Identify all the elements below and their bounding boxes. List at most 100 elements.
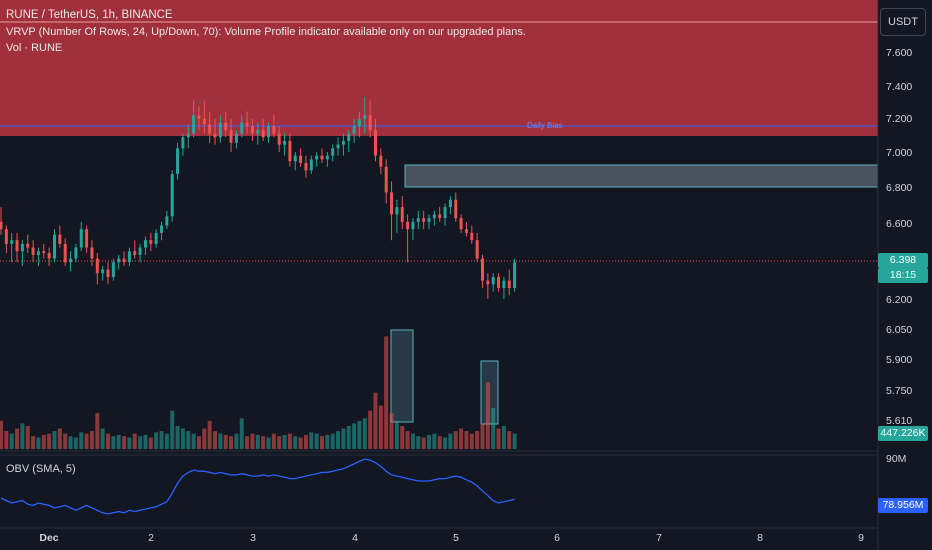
volume-bar [41, 434, 46, 449]
volume-bar [400, 425, 405, 449]
volume-bar [9, 433, 14, 449]
candle-body [400, 207, 404, 222]
candle-body [448, 199, 452, 208]
candle-body [331, 148, 335, 156]
candle-body [74, 247, 78, 259]
time-tick-label: 4 [352, 532, 358, 544]
volume-bar [357, 420, 362, 449]
candle-body [31, 247, 35, 255]
candle-body [186, 133, 190, 138]
candle-body [336, 144, 340, 149]
volume-bar [421, 437, 426, 449]
volume-bar [106, 433, 110, 449]
currency-selector[interactable]: USDT [880, 8, 926, 36]
demand-box [404, 164, 879, 188]
volume-bar [207, 420, 212, 449]
volume-bar [298, 437, 303, 449]
volume-bar [36, 437, 41, 449]
volume-bar [448, 433, 453, 449]
candle-body [133, 251, 137, 255]
volume-bar [282, 434, 287, 449]
volume-bar [154, 432, 159, 449]
candle-body [395, 207, 399, 215]
volume-bar [52, 431, 57, 449]
candle-body [277, 133, 281, 145]
candle-body [315, 155, 319, 160]
volume-bar [346, 425, 351, 449]
time-tick-label: 2 [148, 532, 154, 544]
volume-bar [84, 433, 89, 449]
candle-body [0, 221, 3, 230]
candle-body [475, 240, 479, 259]
candle-body [170, 174, 174, 217]
candle-body [459, 218, 463, 230]
time-tick-label: 5 [453, 532, 459, 544]
candle-body [165, 216, 169, 226]
volume-bar [95, 413, 100, 449]
candle-body [283, 140, 287, 145]
volume-bar [73, 437, 78, 449]
candle-body [63, 243, 67, 263]
candle-body [416, 218, 420, 222]
vrvp-notice: VRVP (Number Of Rows, 24, Up/Down, 70): … [6, 26, 526, 38]
volume-bar [512, 433, 517, 449]
volume-bar [245, 436, 250, 449]
candle-body [213, 133, 217, 138]
candle-body [309, 159, 313, 171]
time-tick-label: 3 [250, 532, 256, 544]
candle-body [111, 262, 115, 277]
candle-body [491, 276, 495, 285]
candle-body [438, 214, 442, 219]
volume-bar [416, 436, 421, 449]
volume-bar [63, 433, 68, 449]
candle-body [497, 276, 501, 288]
candle-body [181, 137, 185, 149]
volume-bar [148, 437, 153, 449]
volume-bar [389, 413, 394, 449]
volume-bar [405, 431, 410, 449]
candle-body [363, 115, 367, 119]
price-axis-ticks: 7.600 7.400 7.200 7.000 6.800 6.600 6.200 6.050… [886, 47, 912, 427]
volume-bar [143, 434, 148, 449]
price-tick-label: 5.900 [886, 354, 912, 366]
candle-body [256, 129, 260, 134]
candle-body [357, 118, 361, 127]
volume-bar [501, 425, 506, 449]
candle-body [288, 140, 292, 162]
volume-bar [127, 437, 132, 449]
volume-bar [437, 436, 442, 449]
candle-body [304, 163, 308, 171]
candle-body [85, 229, 89, 248]
candle-body [272, 126, 276, 134]
candle-body [106, 269, 110, 277]
volume-bar [213, 431, 217, 449]
candle-body [341, 140, 345, 145]
volume-bar [271, 433, 276, 449]
candle-body [69, 258, 73, 263]
volume-bar [378, 405, 383, 449]
countdown-badge: 18:15 [878, 268, 928, 283]
candle-body [507, 280, 511, 288]
volume-bar [20, 423, 25, 449]
candle-body [427, 218, 431, 222]
volume-bar [89, 431, 94, 449]
volume-bar [79, 432, 84, 449]
candle-body [384, 166, 388, 193]
volume-bar [175, 425, 180, 449]
volume-bar [68, 436, 73, 449]
candle-body [138, 247, 142, 255]
volume-bar [368, 410, 373, 449]
price-tick-label: 5.610 [886, 415, 912, 427]
candle-body [160, 225, 163, 233]
volume-value-badge: 447.226K [878, 426, 928, 441]
volume-bar [159, 431, 164, 449]
volume-bar [362, 418, 367, 449]
candle-body [176, 148, 180, 175]
candle-body [149, 240, 153, 244]
volume-bar [122, 436, 127, 449]
candle-body [443, 207, 447, 219]
obv-axis-top: 90M [886, 453, 906, 465]
price-tick-label: 6.050 [886, 324, 912, 336]
volume-bar [191, 433, 196, 449]
